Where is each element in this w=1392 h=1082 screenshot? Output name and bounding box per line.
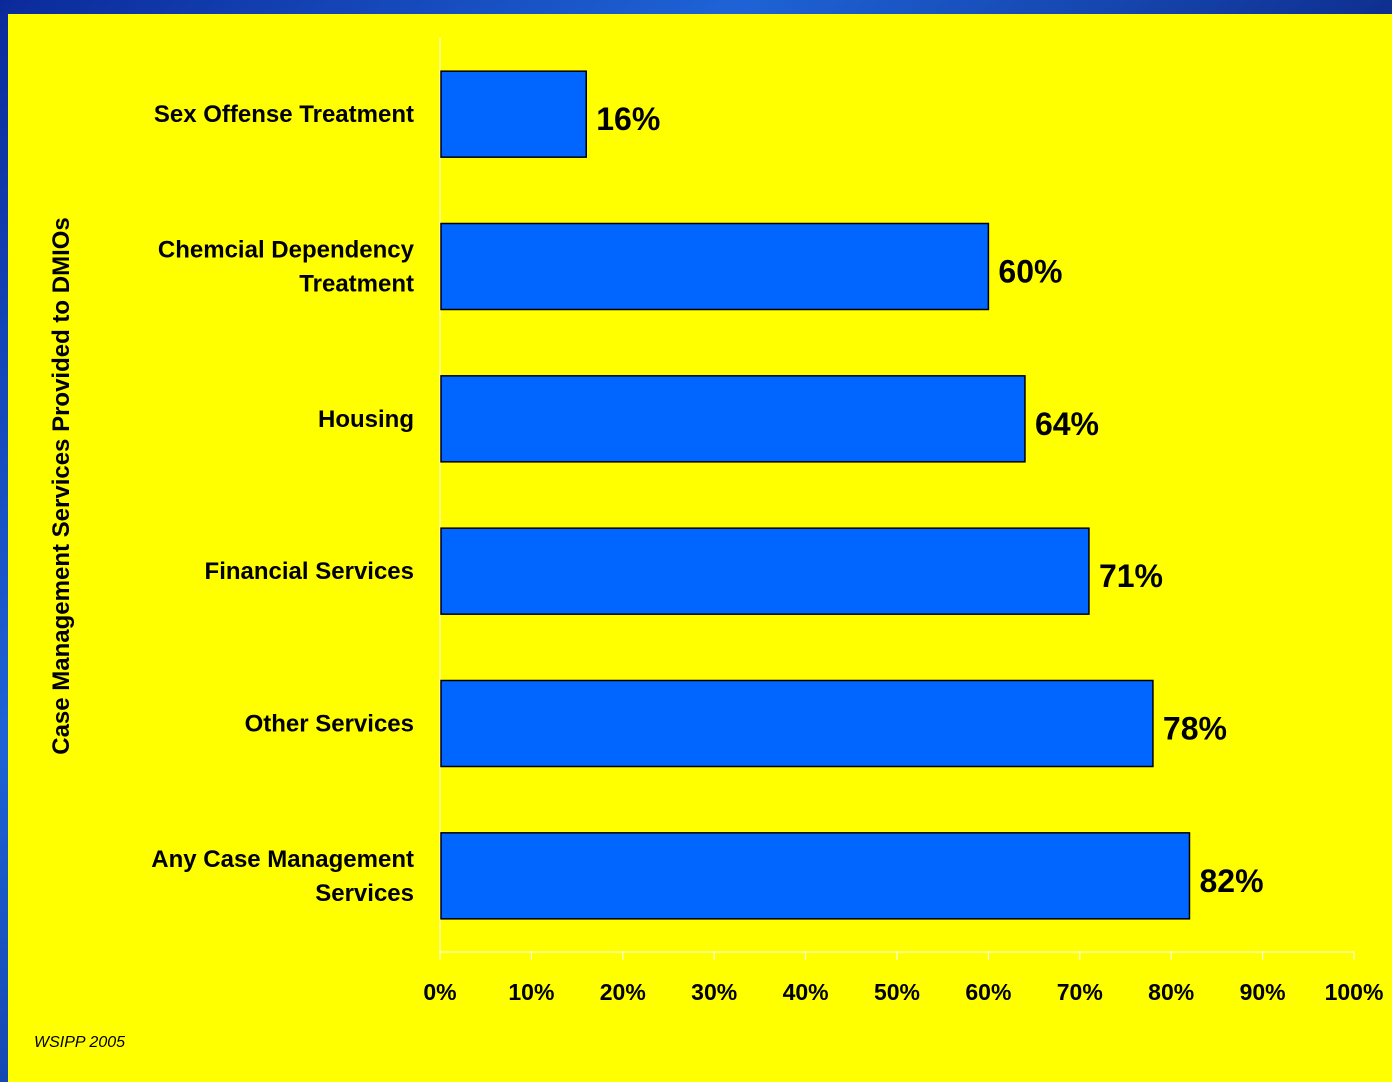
y-axis-label: Case Management Services Provided to DMI…: [48, 217, 75, 755]
x-tick-label: 90%: [1240, 979, 1286, 1005]
data-label: 78%: [1163, 711, 1227, 747]
bar: [440, 222, 990, 311]
x-tick-label: 10%: [508, 979, 554, 1005]
bar-chart: 0% 10% 20% 30% 40% 50% 60% 70% 80% 90% 100% Sex Off…: [151, 38, 1384, 1005]
x-tick-label: 70%: [1057, 979, 1103, 1005]
x-tick-label: 60%: [965, 979, 1011, 1005]
data-label: 71%: [1099, 558, 1163, 594]
chart-panel: 0% 10% 20% 30% 40% 50% 60% 70% 80% 90% 100% Sex Off…: [8, 14, 1392, 1082]
x-tick-label: 50%: [874, 979, 920, 1005]
category-label: Services: [315, 880, 414, 907]
data-label: 16%: [596, 101, 660, 137]
bar: [440, 375, 1026, 463]
category-label: Chemcial Dependency: [158, 237, 415, 264]
source-note: WSIPP 2005: [34, 1034, 126, 1051]
x-tick-label: 0%: [423, 979, 456, 1005]
x-tick-label: 20%: [600, 979, 646, 1005]
category-label: Sex Offense Treatment: [154, 101, 414, 128]
category-label: Financial Services: [205, 558, 414, 585]
category-label: Housing: [318, 406, 414, 433]
data-label: 82%: [1199, 863, 1263, 899]
data-label: 60%: [998, 254, 1062, 290]
data-label: 64%: [1035, 406, 1099, 442]
x-tick-label: 100%: [1325, 979, 1384, 1005]
bar: [440, 679, 1154, 768]
x-tick-label: 30%: [691, 979, 737, 1005]
x-tick-label: 40%: [783, 979, 829, 1005]
bar: [440, 527, 1090, 615]
bar: [440, 832, 1191, 920]
bar: [440, 70, 587, 158]
category-label: Other Services: [245, 711, 414, 738]
category-label: Any Case Management: [151, 846, 414, 873]
category-label: Treatment: [299, 271, 414, 298]
x-tick-label: 80%: [1148, 979, 1194, 1005]
